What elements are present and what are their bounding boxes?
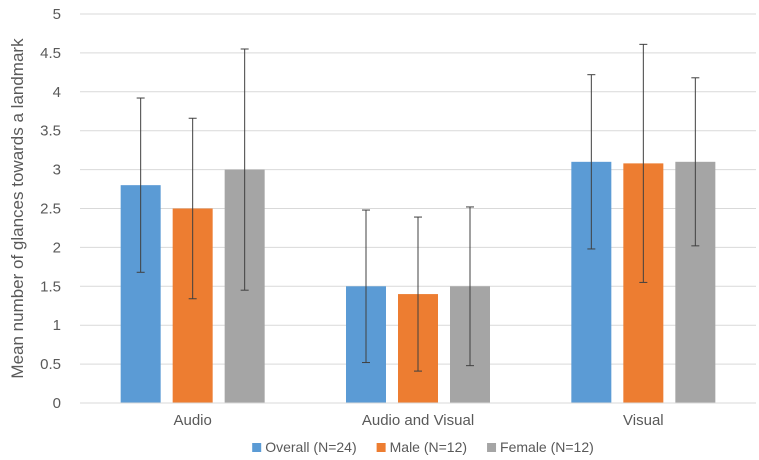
y-tick-label: 0.5 [40,356,61,373]
y-axis-title: Mean number of glances towards a landmar… [8,38,27,379]
y-tick-label: 3 [53,162,61,179]
y-tick-label: 4.5 [40,45,61,62]
y-tick-label: 4 [53,84,61,101]
y-tick-label: 0 [53,395,61,412]
y-tick-labels: 0 0.5 1 1.5 2 2.5 3 3.5 4 4.5 5 [40,6,61,412]
legend-swatch [376,443,386,452]
y-tick-label: 1 [53,317,61,334]
y-tick-label: 1.5 [40,278,61,295]
legend-label: Male (N=12) [390,439,467,455]
y-tick-label: 2 [53,239,61,256]
legend-label: Female (N=12) [500,439,594,455]
legend-swatch [487,443,497,452]
category-labels: Audio Audio and Visual Visual [173,412,663,429]
y-tick-label: 3.5 [40,123,61,140]
y-tick-label: 2.5 [40,201,61,218]
legend-label: Overall (N=24) [265,439,356,455]
category-label: Audio and Visual [362,412,474,429]
error-bars [136,43,700,372]
category-label: Audio [173,412,211,429]
y-tick-label: 5 [53,6,61,23]
legend-item: Overall (N=24) [252,439,357,455]
legend: Overall (N=24) Male (N=12) Female (N=12) [252,439,594,455]
legend-item: Female (N=12) [487,439,594,455]
legend-swatch [252,443,262,452]
category-label: Visual [623,412,664,429]
legend-item: Male (N=12) [376,439,467,455]
